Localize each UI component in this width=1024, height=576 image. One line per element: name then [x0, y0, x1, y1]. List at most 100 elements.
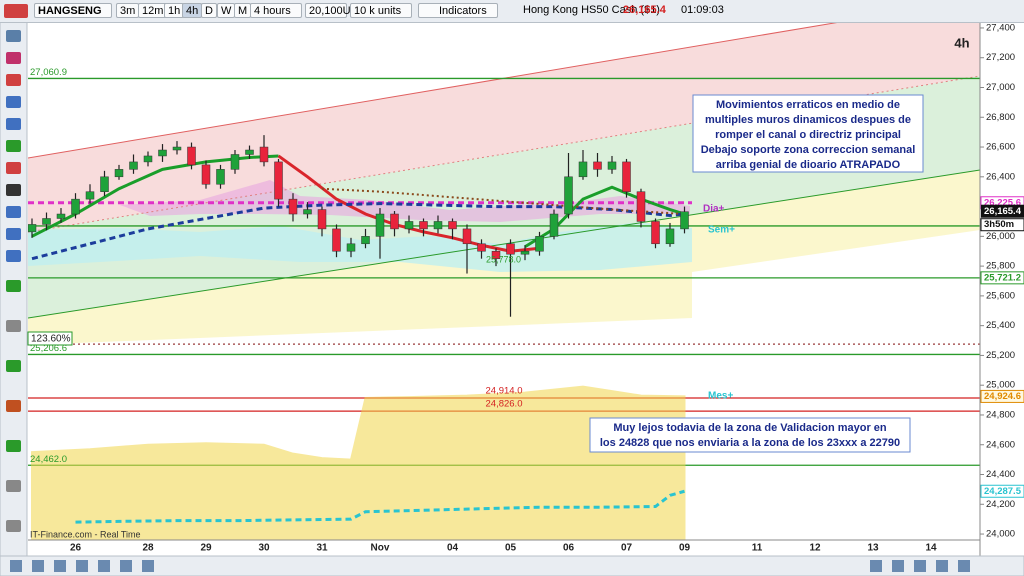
y-tick-label: 27,200 [986, 52, 1015, 63]
level-label: 24,826.0 [486, 399, 523, 410]
tool-icon[interactable] [6, 206, 21, 218]
tool-icon[interactable] [6, 162, 21, 174]
y-tick-label: 25,000 [986, 380, 1015, 391]
level-label: 24,914.0 [486, 386, 523, 397]
tool-icon[interactable] [6, 228, 21, 240]
level-label: 25,206.6 [30, 343, 67, 354]
y-tick-label: 26,600 [986, 142, 1015, 153]
cloud-upper [120, 180, 690, 222]
tool-icon[interactable] [32, 560, 44, 572]
y-tick-label: 24,600 [986, 439, 1015, 450]
y-tick-label: 24,400 [986, 469, 1015, 480]
channel-line [28, 169, 980, 319]
candle-body [230, 154, 240, 170]
candle-body [433, 221, 443, 230]
menu-icon[interactable] [4, 4, 28, 18]
fib-label: 123.60% [31, 334, 71, 345]
size-select[interactable]: 10 k units [350, 3, 412, 18]
y-tick-label: 25,200 [986, 350, 1015, 361]
x-tick-label: Nov [371, 543, 390, 554]
tool-icon[interactable] [6, 440, 21, 452]
symbol[interactable]: HANGSENG [34, 3, 112, 18]
tool-icon[interactable] [142, 560, 154, 572]
indicator-line [321, 187, 685, 216]
period-button[interactable]: W [217, 3, 236, 18]
candle-body [448, 221, 457, 230]
period-button[interactable]: 3m [116, 3, 140, 18]
candle-body [535, 236, 544, 252]
period-button[interactable]: D [201, 3, 217, 18]
price-note: 25,778.0 [486, 254, 521, 264]
y-tick-label: 24,200 [986, 499, 1015, 510]
timeframe-select[interactable]: 4 hours [250, 3, 302, 18]
period-button[interactable]: 1h [164, 3, 185, 18]
price-tag-label: 26,225.6 [984, 197, 1021, 208]
bottom-tools [10, 560, 970, 572]
tool-icon[interactable] [6, 96, 21, 108]
tool-icon[interactable] [6, 30, 21, 42]
candle-body [143, 155, 153, 163]
channel-line [28, 75, 980, 233]
x-tick-label: 13 [867, 543, 879, 554]
units-field[interactable]: 20,100U [305, 3, 351, 18]
price-tag [980, 484, 1024, 498]
source-label: IT-Finance.com - Real Time [30, 529, 141, 539]
tool-icon[interactable] [10, 560, 22, 572]
tool-icon[interactable] [6, 74, 21, 86]
candle-body [578, 161, 588, 178]
candle-body [332, 228, 341, 252]
tool-icon[interactable] [6, 360, 21, 372]
candle-body [593, 161, 602, 170]
candle-body [680, 211, 689, 230]
period-button[interactable]: 12m [138, 3, 168, 18]
countdown-box [980, 218, 1024, 232]
candle-body [158, 149, 167, 157]
tool-icon[interactable] [54, 560, 66, 572]
tool-icon[interactable] [936, 560, 948, 572]
x-tick-label: 09 [679, 543, 691, 554]
tool-icon[interactable] [6, 520, 21, 532]
tool-icon[interactable] [6, 250, 21, 262]
last-price: 26,165.4 [623, 4, 666, 16]
x-tick-label: 07 [621, 543, 633, 554]
tool-icon[interactable] [76, 560, 88, 572]
candle-body [71, 198, 80, 215]
tool-icon[interactable] [958, 560, 970, 572]
tool-icon[interactable] [6, 400, 21, 412]
candle-body [303, 209, 312, 215]
tool-icon[interactable] [98, 560, 110, 572]
period-button[interactable]: M [234, 3, 252, 18]
bottom-toolbar [0, 555, 1024, 576]
indicator-line [75, 489, 685, 524]
instrument: Hong Kong HS50 Cash ($1) [523, 4, 660, 16]
tool-icon[interactable] [6, 320, 21, 332]
y-tick-label: 25,400 [986, 320, 1015, 331]
level-label: 27,060.9 [30, 67, 67, 78]
candle-body [28, 224, 37, 233]
indicators-button[interactable]: Indicators [418, 3, 498, 18]
tool-icon[interactable] [870, 560, 882, 572]
annotation-box [692, 94, 924, 173]
price-tag-label: 25,721.2 [984, 272, 1021, 283]
tool-icon[interactable] [892, 560, 904, 572]
last-price-tag [981, 204, 1024, 218]
annotation-text: arriba genial de dioario ATRAPADO [716, 159, 901, 171]
tool-icon[interactable] [6, 118, 21, 130]
month-mark: Mes+ [708, 391, 733, 402]
candle-body [651, 221, 660, 245]
candle-body [419, 221, 428, 230]
annotation-text: multiples muros dinamicos despues de [705, 114, 911, 126]
tool-icon[interactable] [6, 184, 21, 196]
tool-icon[interactable] [6, 140, 21, 152]
tool-icon[interactable] [6, 280, 21, 292]
tool-icon[interactable] [6, 480, 21, 492]
tool-icon[interactable] [914, 560, 926, 572]
period-button[interactable]: 4h [182, 3, 203, 18]
tool-icon[interactable] [6, 52, 21, 64]
y-tick-label: 25,600 [986, 290, 1015, 301]
x-tick-label: 29 [200, 543, 212, 554]
x-tick-label: 31 [316, 543, 328, 554]
tool-icon[interactable] [120, 560, 132, 572]
area [31, 385, 686, 540]
